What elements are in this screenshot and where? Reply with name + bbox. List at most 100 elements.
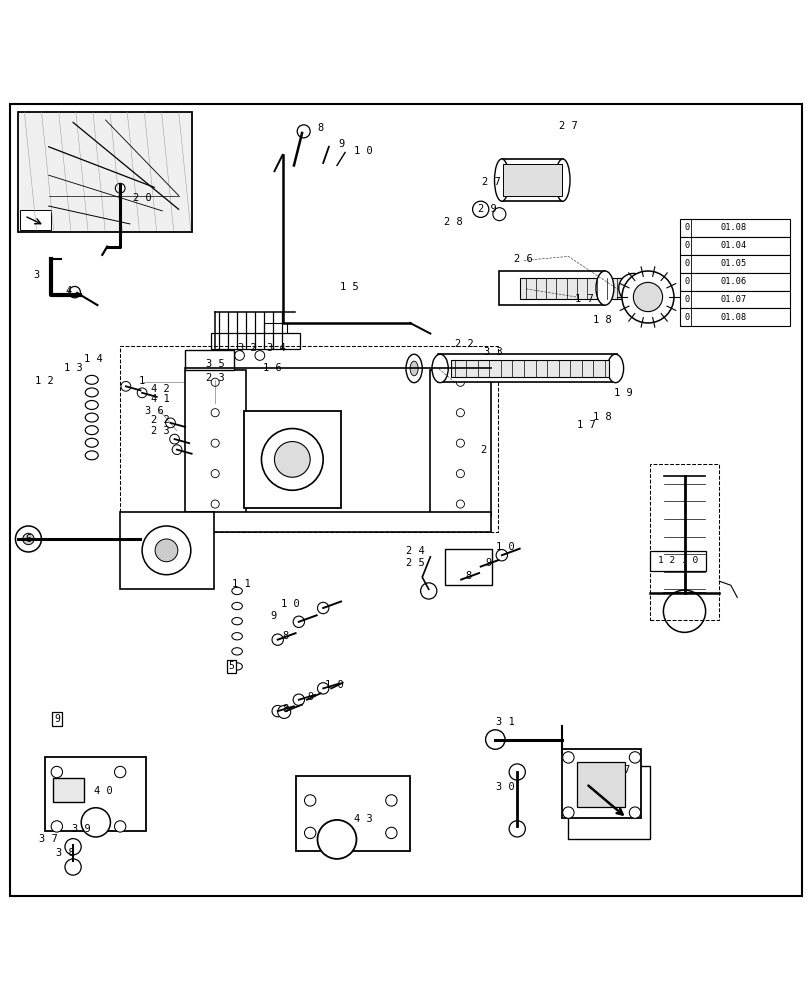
Text: 1: 1 xyxy=(139,376,145,386)
Ellipse shape xyxy=(231,617,242,625)
Text: 9: 9 xyxy=(337,139,344,149)
Circle shape xyxy=(293,694,304,705)
Bar xyxy=(679,291,789,308)
Circle shape xyxy=(114,766,126,778)
Text: 01.07: 01.07 xyxy=(719,295,745,304)
Circle shape xyxy=(204,359,214,368)
Bar xyxy=(53,778,84,802)
Ellipse shape xyxy=(231,587,242,595)
Ellipse shape xyxy=(231,648,242,655)
Text: 0: 0 xyxy=(684,277,689,286)
Bar xyxy=(576,762,624,807)
Ellipse shape xyxy=(85,375,98,384)
Text: 01.08: 01.08 xyxy=(719,313,745,322)
Text: 4 1: 4 1 xyxy=(150,394,169,404)
Circle shape xyxy=(624,280,641,296)
Circle shape xyxy=(272,634,283,645)
Bar xyxy=(211,333,300,349)
Ellipse shape xyxy=(85,438,98,447)
Circle shape xyxy=(211,439,219,447)
Bar xyxy=(243,411,341,508)
Circle shape xyxy=(211,378,219,386)
Text: 2: 2 xyxy=(479,445,486,455)
Circle shape xyxy=(618,273,647,303)
Text: 2 0: 2 0 xyxy=(132,193,152,203)
Circle shape xyxy=(508,764,525,780)
Text: 1 5: 1 5 xyxy=(339,282,358,292)
Text: 1 6: 1 6 xyxy=(262,363,281,373)
Bar xyxy=(438,354,616,382)
Circle shape xyxy=(115,183,125,193)
Text: 01.06: 01.06 xyxy=(719,277,745,286)
Bar xyxy=(18,112,192,232)
Text: 1 0: 1 0 xyxy=(324,680,344,690)
Text: 2 2: 2 2 xyxy=(150,415,169,425)
Text: 0: 0 xyxy=(684,241,689,250)
Circle shape xyxy=(69,286,80,298)
Bar xyxy=(679,308,789,326)
Ellipse shape xyxy=(555,159,569,201)
Bar xyxy=(120,346,497,532)
Text: 1 0: 1 0 xyxy=(354,146,373,156)
Circle shape xyxy=(169,434,179,444)
Text: 1 2 . 0: 1 2 . 0 xyxy=(657,556,697,565)
Circle shape xyxy=(65,839,81,855)
Circle shape xyxy=(211,470,219,478)
Bar xyxy=(20,210,51,230)
Text: 8: 8 xyxy=(282,631,289,641)
Circle shape xyxy=(317,602,328,614)
Bar xyxy=(679,255,789,273)
Text: 3 6: 3 6 xyxy=(144,406,164,416)
Circle shape xyxy=(562,752,573,763)
Ellipse shape xyxy=(85,388,98,397)
Text: 1 7: 1 7 xyxy=(574,294,594,304)
Text: 2 6: 2 6 xyxy=(513,254,533,264)
Ellipse shape xyxy=(85,413,98,422)
Text: 2 4: 2 4 xyxy=(406,546,425,556)
Text: 01.08: 01.08 xyxy=(719,223,745,232)
Circle shape xyxy=(629,807,640,818)
Circle shape xyxy=(234,351,244,360)
Text: 1 2: 1 2 xyxy=(35,376,54,386)
Bar xyxy=(45,757,146,831)
Circle shape xyxy=(261,429,323,490)
Circle shape xyxy=(114,821,126,832)
Text: 2 5: 2 5 xyxy=(406,558,425,568)
Text: 2 8: 2 8 xyxy=(443,217,462,227)
Text: 01.05: 01.05 xyxy=(719,259,745,268)
Circle shape xyxy=(633,282,662,312)
Circle shape xyxy=(456,409,464,417)
Circle shape xyxy=(211,500,219,508)
Bar xyxy=(296,776,410,851)
Text: 01.04: 01.04 xyxy=(719,241,745,250)
Ellipse shape xyxy=(431,354,448,383)
Circle shape xyxy=(165,418,175,428)
Text: 4 3: 4 3 xyxy=(353,814,372,824)
Text: 9: 9 xyxy=(54,714,60,724)
Circle shape xyxy=(304,795,315,806)
Text: 2 3: 2 3 xyxy=(150,426,169,436)
Bar xyxy=(120,512,213,589)
Circle shape xyxy=(297,125,310,138)
Bar xyxy=(503,164,561,196)
Circle shape xyxy=(142,526,191,575)
Circle shape xyxy=(65,859,81,875)
Text: 3 1: 3 1 xyxy=(495,717,514,727)
Bar xyxy=(649,464,719,620)
Circle shape xyxy=(472,201,488,217)
Circle shape xyxy=(456,439,464,447)
Ellipse shape xyxy=(494,159,508,201)
Ellipse shape xyxy=(231,633,242,640)
Text: 1 9: 1 9 xyxy=(613,388,633,398)
Text: 2 3: 2 3 xyxy=(205,373,225,383)
Bar xyxy=(561,749,641,818)
Ellipse shape xyxy=(410,361,418,376)
Text: 3 0: 3 0 xyxy=(495,782,514,792)
Text: 0: 0 xyxy=(684,313,689,322)
Circle shape xyxy=(420,583,436,599)
Text: 8: 8 xyxy=(317,123,324,133)
Circle shape xyxy=(121,381,131,391)
Bar xyxy=(501,159,562,201)
Text: 4 2: 4 2 xyxy=(150,384,169,394)
Bar xyxy=(679,237,789,255)
